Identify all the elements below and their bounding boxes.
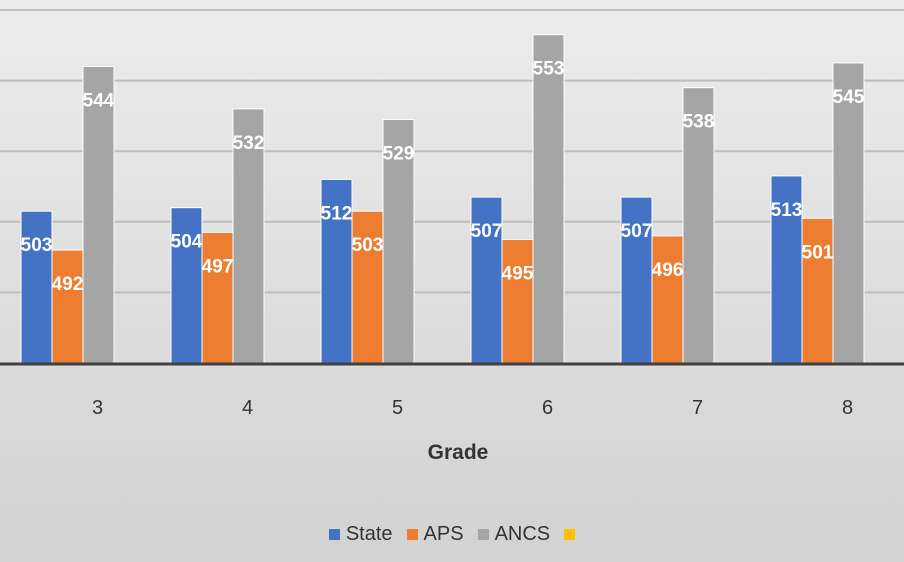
bars: 503 492 544 504 497 532 512 503 529 507 495 553 507 4… bbox=[20, 34, 865, 364]
bar-aps-grade-4 bbox=[201, 231, 234, 364]
bar-aps-grade-6 bbox=[501, 238, 534, 364]
bar-ancs-grade-6 bbox=[532, 34, 565, 364]
data-label-aps-grade-5: 503 bbox=[352, 235, 384, 256]
legend-label: ANCS bbox=[494, 523, 551, 545]
x-tick-label: 5 bbox=[392, 397, 403, 419]
data-label-ancs-grade-3: 544 bbox=[83, 90, 115, 111]
data-label-state-grade-7: 507 bbox=[621, 221, 653, 242]
legend-label: State bbox=[345, 523, 393, 545]
legend-swatch bbox=[564, 529, 576, 540]
bar-ancs-grade-5 bbox=[382, 118, 415, 364]
bar-chart: 503 492 544 504 497 532 512 503 529 507 495 553 507 4… bbox=[0, 9, 904, 464]
data-label-state-grade-8: 513 bbox=[771, 200, 803, 221]
data-label-aps-grade-7: 496 bbox=[652, 260, 684, 281]
bar-ancs-grade-3 bbox=[82, 65, 115, 364]
data-label-ancs-grade-5: 529 bbox=[383, 143, 415, 164]
legend-item: State bbox=[328, 523, 393, 546]
data-label-state-grade-6: 507 bbox=[471, 221, 503, 242]
data-label-ancs-grade-6: 553 bbox=[533, 59, 565, 80]
bar-ancs-grade-7 bbox=[682, 87, 715, 364]
legend-item bbox=[564, 529, 576, 540]
x-axis-title: Grade bbox=[428, 441, 489, 464]
legend-item: ANCS bbox=[477, 523, 551, 546]
bar-aps-grade-7 bbox=[651, 235, 684, 364]
data-label-state-grade-5: 512 bbox=[321, 203, 353, 224]
data-label-aps-grade-4: 497 bbox=[202, 256, 234, 277]
data-label-state-grade-4: 504 bbox=[171, 232, 203, 253]
x-tick-label: 4 bbox=[242, 397, 253, 419]
bar-state-grade-8 bbox=[770, 175, 803, 364]
data-label-ancs-grade-4: 532 bbox=[233, 133, 265, 154]
legend-label: APS bbox=[423, 523, 464, 545]
legend-swatch bbox=[406, 529, 418, 540]
legend-swatch bbox=[477, 529, 489, 540]
x-tick-labels: 3 4 5 6 7 8 bbox=[92, 397, 853, 419]
data-label-ancs-grade-7: 538 bbox=[683, 112, 715, 133]
x-tick-label: 8 bbox=[842, 397, 853, 419]
bar-aps-grade-3 bbox=[51, 249, 84, 364]
bar-ancs-grade-4 bbox=[232, 108, 265, 364]
bar-aps-grade-8 bbox=[801, 217, 834, 364]
legend-swatch bbox=[328, 529, 340, 540]
data-label-state-grade-3: 503 bbox=[21, 235, 53, 256]
bar-state-grade-7 bbox=[620, 196, 653, 364]
data-label-ancs-grade-8: 545 bbox=[833, 87, 865, 108]
x-tick-label: 6 bbox=[542, 397, 553, 419]
bar-aps-grade-5 bbox=[351, 210, 384, 364]
legend: State APS ANCS bbox=[0, 523, 904, 546]
bar-ancs-grade-8 bbox=[832, 62, 865, 364]
legend-item: APS bbox=[406, 523, 464, 546]
gridlines bbox=[0, 9, 904, 294]
data-label-aps-grade-8: 501 bbox=[802, 242, 834, 263]
data-label-aps-grade-6: 495 bbox=[502, 263, 534, 284]
x-tick-label: 7 bbox=[692, 397, 703, 419]
bar-state-grade-3 bbox=[20, 210, 53, 364]
x-tick-label: 3 bbox=[92, 397, 103, 419]
data-label-aps-grade-3: 492 bbox=[52, 274, 84, 295]
